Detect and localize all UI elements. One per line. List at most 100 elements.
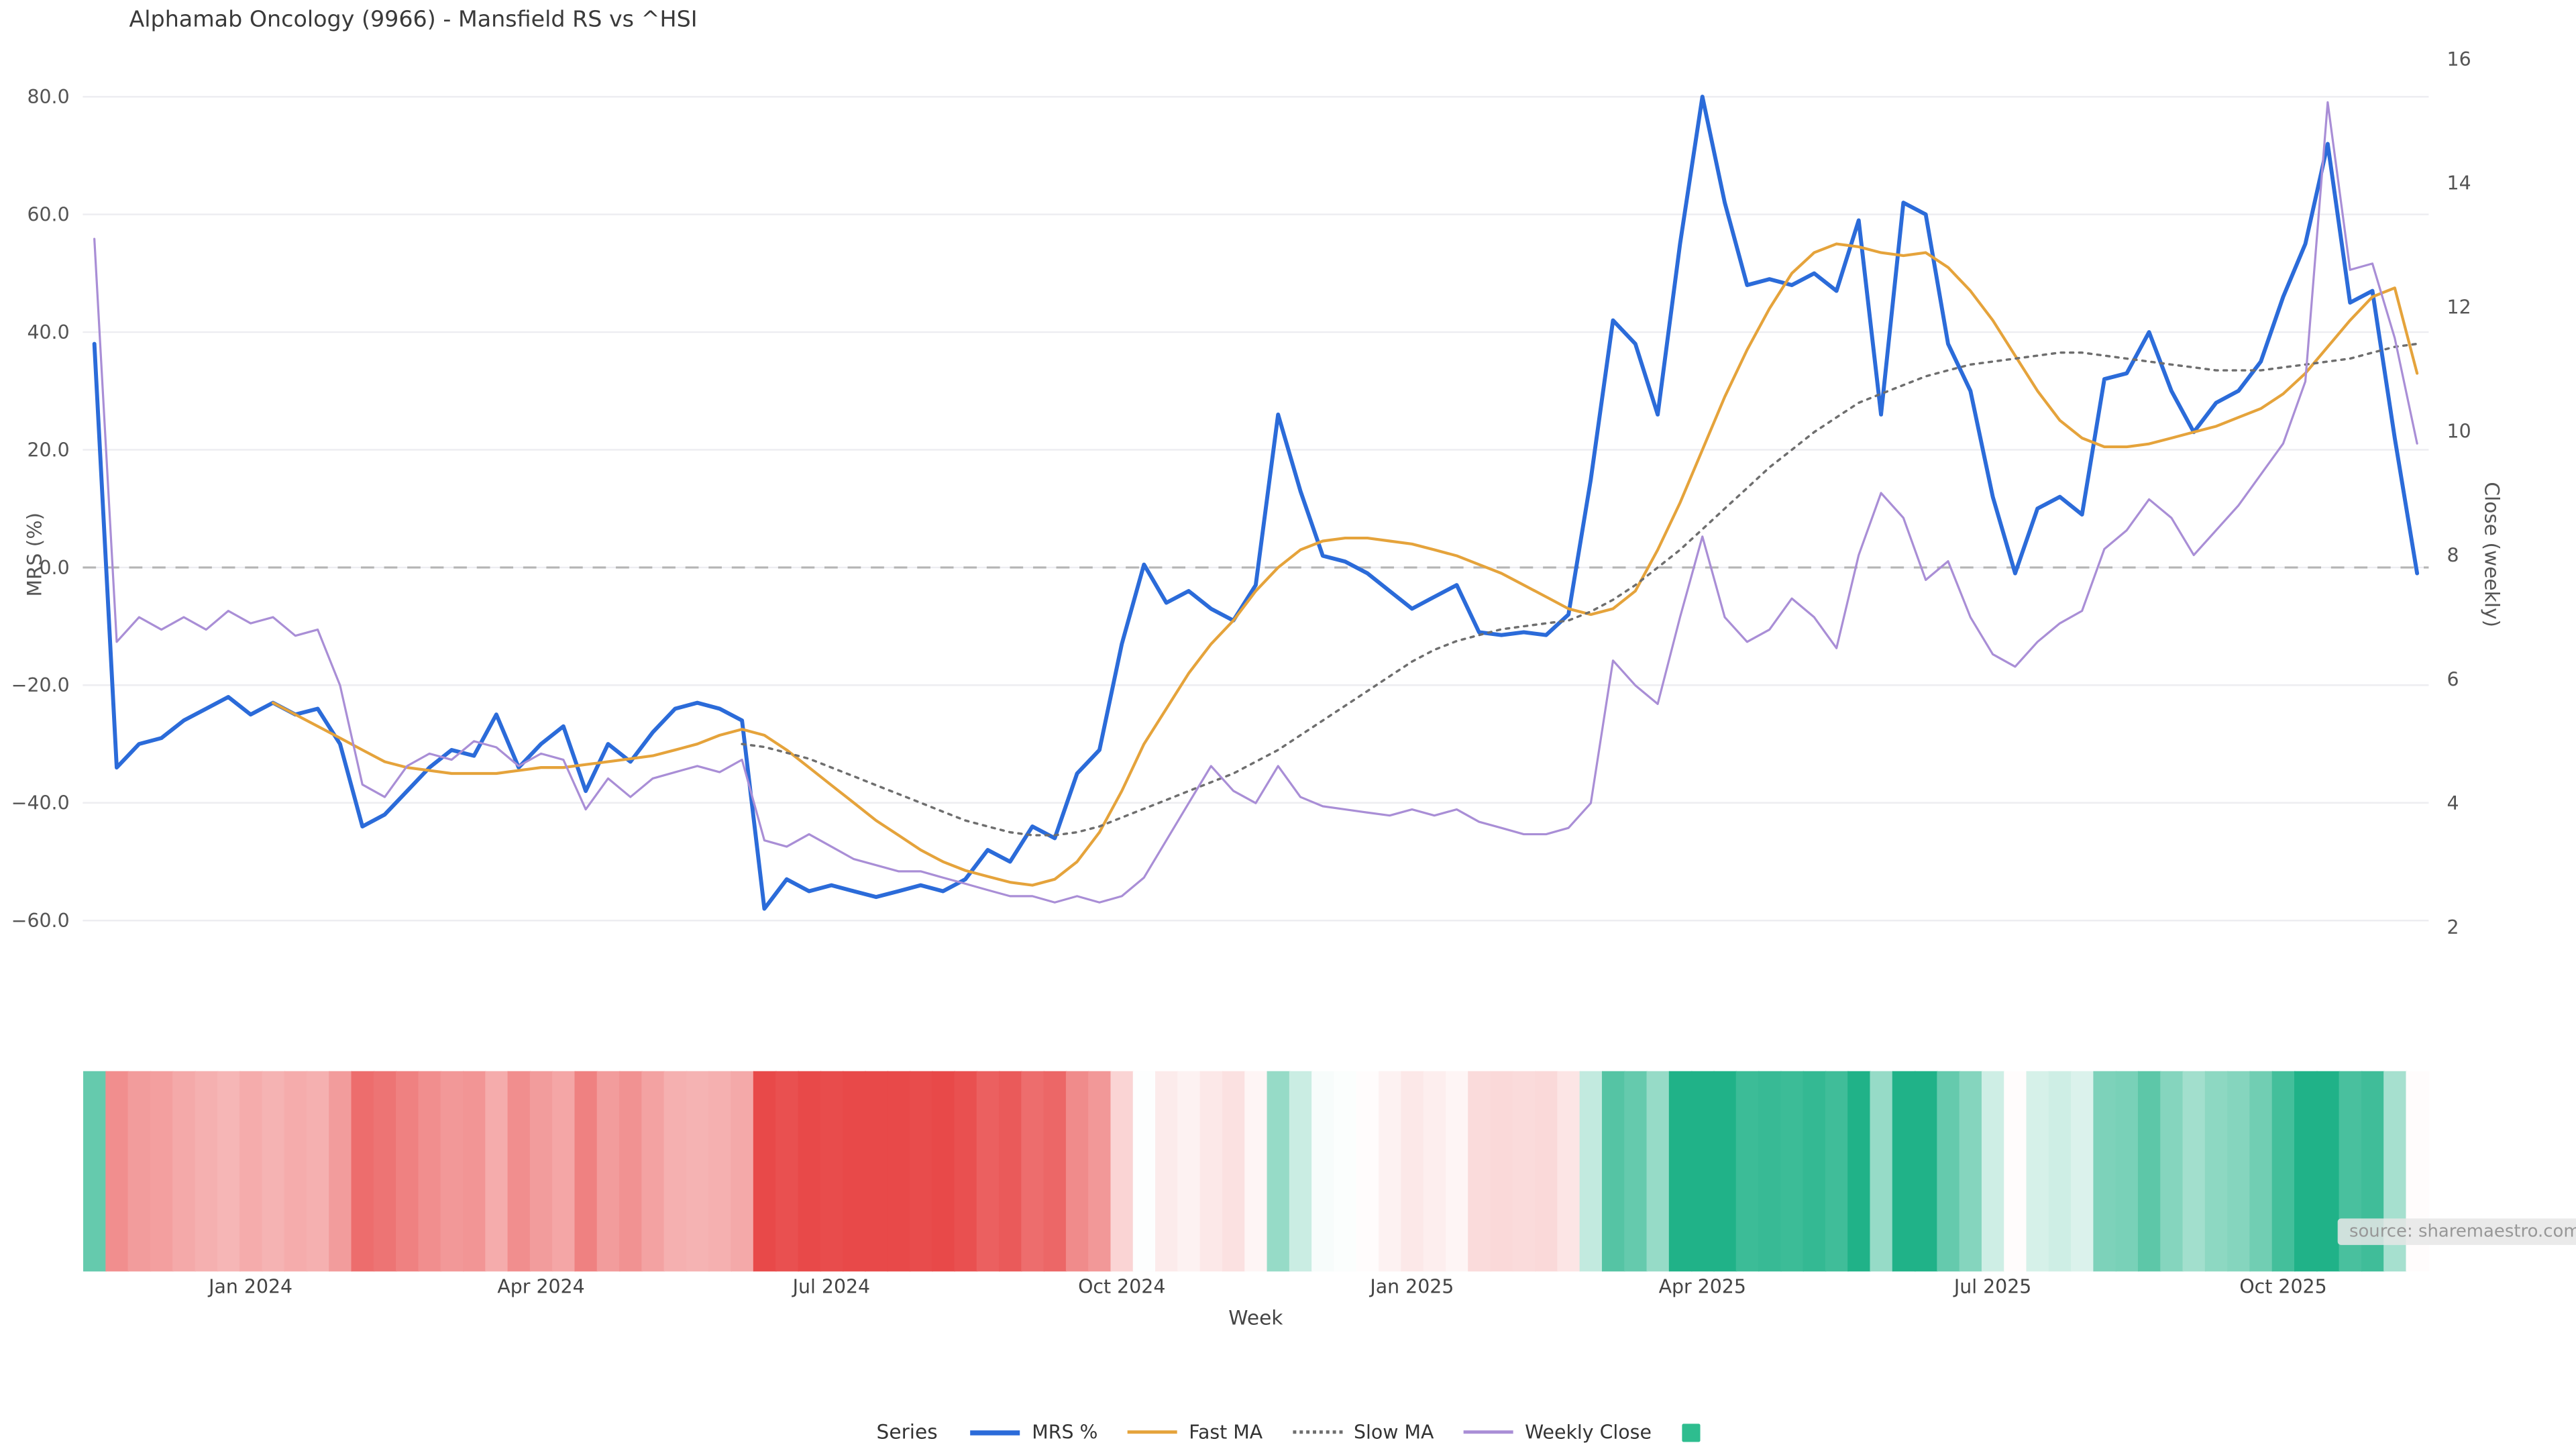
x-axis-tick: Jan 2024 xyxy=(207,1275,292,1297)
heatmap-cell xyxy=(1758,1071,1782,1272)
heatmap-cell xyxy=(1847,1071,1871,1272)
chart-title: Alphamab Oncology (9966) - Mansfield RS … xyxy=(129,6,698,34)
heatmap-cell xyxy=(954,1071,978,1272)
heatmap-cell xyxy=(775,1071,799,1272)
legend-label-weekly_close: Weekly Close xyxy=(1525,1420,1652,1444)
heatmap-cell xyxy=(596,1071,621,1272)
legend-label-fast_ma: Fast MA xyxy=(1189,1420,1263,1444)
x-axis-tick: Apr 2024 xyxy=(497,1275,584,1297)
legend-title: Series xyxy=(876,1420,938,1444)
heatmap-cell xyxy=(2160,1071,2184,1272)
y-axis-tick-left: −20.0 xyxy=(11,674,70,696)
legend-swatch-heatmap xyxy=(1681,1423,1700,1442)
heatmap-cell xyxy=(2071,1071,2094,1272)
x-axis-tick: Jul 2024 xyxy=(792,1275,870,1297)
heatmap-cell xyxy=(1981,1071,2005,1272)
y-axis-tick-right: 16 xyxy=(2447,48,2471,70)
heatmap-cell xyxy=(2004,1071,2027,1272)
heatmap-cell xyxy=(641,1071,665,1272)
heatmap-cell xyxy=(1512,1071,1536,1272)
heatmap-cell xyxy=(2271,1071,2296,1272)
heatmap-cell xyxy=(1132,1071,1157,1272)
heatmap-cell xyxy=(1021,1071,1045,1272)
heatmap-cell xyxy=(329,1071,353,1272)
x-axis-tick: Jan 2025 xyxy=(1368,1275,1454,1297)
heatmap-cell xyxy=(1199,1071,1224,1272)
heatmap-cell xyxy=(1780,1071,1805,1272)
heatmap-cell xyxy=(1155,1071,1179,1272)
heatmap-cell xyxy=(1691,1071,1715,1272)
heatmap-cell xyxy=(396,1071,419,1272)
heatmap-cell xyxy=(753,1071,777,1272)
heatmap-cell xyxy=(1267,1071,1291,1272)
y-axis-tick-left: −60.0 xyxy=(11,910,70,932)
heatmap-cell xyxy=(798,1071,822,1272)
heatmap-cell xyxy=(262,1071,286,1272)
heatmap-cell xyxy=(529,1071,553,1272)
heatmap-cell xyxy=(1490,1071,1514,1272)
heatmap-cell xyxy=(2115,1071,2139,1272)
heatmap-cell xyxy=(686,1071,710,1272)
legend-swatch-fast_ma xyxy=(1127,1430,1177,1434)
heatmap-cell xyxy=(1825,1071,1849,1272)
heatmap-cell xyxy=(820,1071,844,1272)
y-axis-tick-right: 10 xyxy=(2447,420,2471,442)
legend-item-fast_ma: Fast MA xyxy=(1127,1420,1263,1444)
heatmap-cell xyxy=(127,1071,152,1272)
heatmap-cell xyxy=(976,1071,1000,1272)
heatmap-cell xyxy=(1468,1071,1491,1272)
heatmap-cell xyxy=(1043,1071,1067,1272)
heatmap-cell xyxy=(999,1071,1022,1272)
legend-label-mrs: MRS % xyxy=(1032,1420,1098,1444)
heatmap-cell xyxy=(1735,1071,1760,1272)
heatmap-cell xyxy=(1535,1071,1558,1272)
y-axis-tick-right: 4 xyxy=(2447,792,2459,814)
heatmap-cell xyxy=(1579,1071,1603,1272)
heatmap-cell xyxy=(485,1071,509,1272)
heatmap-cell xyxy=(1110,1071,1134,1272)
heatmap-cell xyxy=(887,1071,911,1272)
heatmap-cell xyxy=(418,1071,442,1272)
heatmap-cell xyxy=(1311,1071,1335,1272)
legend-label-slow_ma: Slow MA xyxy=(1353,1420,1434,1444)
y-axis-tick-right: 14 xyxy=(2447,172,2471,195)
heatmap-cell xyxy=(1289,1071,1313,1272)
heatmap-cell xyxy=(1177,1071,1201,1272)
heatmap-cell xyxy=(463,1071,486,1272)
heatmap-cell xyxy=(2048,1071,2072,1272)
y-axis-tick-right: 6 xyxy=(2447,668,2459,690)
heatmap-cell xyxy=(1334,1071,1358,1272)
source-attribution: source: sharemaestro.com xyxy=(2337,1218,2576,1245)
heatmap-cell xyxy=(2026,1071,2050,1272)
y-axis-tick-left: −40.0 xyxy=(11,792,70,814)
heatmap-cell xyxy=(351,1071,375,1272)
series-line-fast_ma xyxy=(271,242,2419,887)
heatmap-cell xyxy=(105,1071,129,1272)
heatmap-cell xyxy=(1915,1071,1938,1272)
heatmap-cell xyxy=(1423,1071,1447,1272)
legend-item-weekly_close: Weekly Close xyxy=(1463,1420,1652,1444)
y-axis-tick-right: 8 xyxy=(2447,544,2459,566)
legend-items: MRS % Fast MA Slow MA Weekly Close xyxy=(970,1420,1700,1444)
heatmap-cell xyxy=(842,1071,866,1272)
heatmap-cell xyxy=(195,1071,219,1272)
y-axis-tick-left: 60.0 xyxy=(27,204,69,226)
heatmap-cell xyxy=(731,1071,755,1272)
x-axis-tick: Oct 2024 xyxy=(1078,1275,1165,1297)
heatmap-cell xyxy=(2294,1071,2318,1272)
heatmap-cell xyxy=(1713,1071,1737,1272)
heatmap-cell xyxy=(708,1071,733,1272)
heatmap-cell xyxy=(1601,1071,1625,1272)
heatmap-cell xyxy=(1088,1071,1112,1272)
legend-item-mrs: MRS % xyxy=(970,1420,1098,1444)
y-axis-tick-right: 12 xyxy=(2447,297,2471,319)
heatmap-cell xyxy=(1065,1071,1089,1272)
heatmap-cell xyxy=(507,1071,531,1272)
heatmap-cell xyxy=(865,1071,889,1272)
heatmap-cell xyxy=(574,1071,598,1272)
legend-swatch-slow_ma xyxy=(1292,1430,1342,1434)
heatmap-cell xyxy=(619,1071,643,1272)
series-line-weekly_close xyxy=(93,101,2418,904)
heatmap-cell xyxy=(440,1071,464,1272)
heatmap-cell xyxy=(1356,1071,1380,1272)
